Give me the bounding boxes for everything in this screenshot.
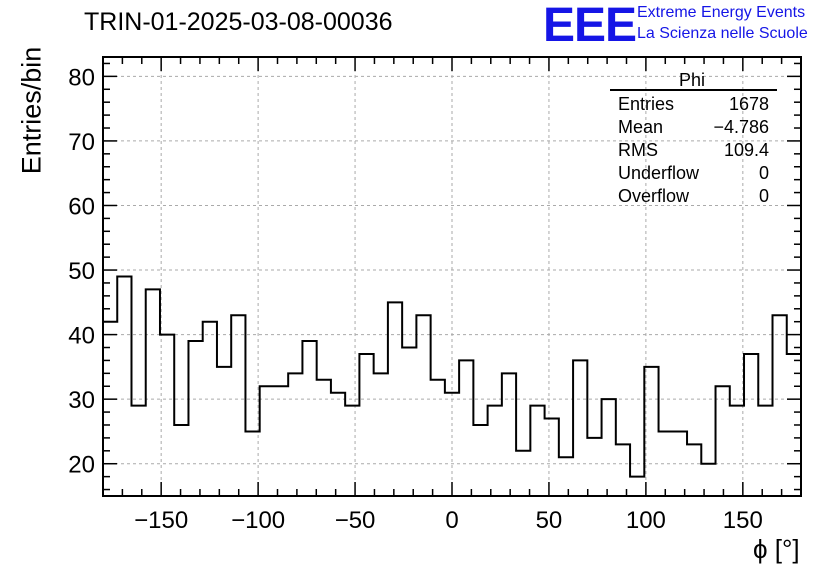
histogram-bin bbox=[231, 315, 245, 496]
x-tick-label: 150 bbox=[723, 507, 763, 534]
histogram-bin bbox=[787, 354, 801, 496]
histogram-steps bbox=[103, 275, 801, 478]
logo-line-1: Extreme Energy Events bbox=[637, 4, 806, 21]
chart-title: TRIN-01-2025-03-08-00036 bbox=[84, 8, 393, 36]
histogram-bin bbox=[602, 399, 616, 496]
histogram-bin bbox=[345, 406, 359, 496]
stats-box-name: Phi bbox=[679, 70, 706, 90]
histogram-bin bbox=[644, 367, 658, 496]
y-tick-label: 40 bbox=[68, 323, 95, 350]
y-tick-label: 30 bbox=[68, 387, 95, 414]
histogram-bin bbox=[131, 406, 145, 496]
stat-label-overflow: Overflow bbox=[618, 186, 690, 206]
stat-value-overflow: 0 bbox=[758, 186, 769, 206]
histogram-bin bbox=[117, 277, 131, 497]
y-tick-label: 50 bbox=[68, 258, 95, 285]
histogram-bin bbox=[473, 425, 487, 496]
histogram-bin bbox=[744, 354, 758, 496]
histogram-bin bbox=[146, 289, 160, 496]
histogram-bin bbox=[459, 360, 473, 496]
histogram-bin bbox=[188, 341, 202, 496]
histogram-bin bbox=[103, 322, 117, 496]
logo-line-2: La Scienza nelle Scuole bbox=[637, 25, 808, 42]
histogram-bin bbox=[545, 419, 559, 496]
x-tick-label: −50 bbox=[335, 507, 376, 534]
eee-logo: EEE bbox=[543, 0, 637, 52]
histogram-bin bbox=[359, 354, 373, 496]
histogram-bin bbox=[559, 457, 573, 496]
histogram-bin bbox=[630, 477, 644, 496]
histogram-bin bbox=[488, 406, 502, 496]
stat-value-rms: 109.4 bbox=[723, 140, 769, 160]
histogram-bin bbox=[701, 464, 715, 496]
histogram-bin bbox=[160, 335, 174, 496]
histogram-bin bbox=[587, 438, 601, 496]
histogram-bin bbox=[203, 322, 217, 496]
histogram-bin bbox=[174, 425, 188, 496]
stat-label-entries: Entries bbox=[618, 94, 675, 114]
histogram-bin bbox=[773, 315, 787, 496]
histogram-bin bbox=[659, 431, 673, 496]
histogram-bin bbox=[302, 341, 316, 496]
histogram-bin bbox=[716, 386, 730, 496]
histogram-bin bbox=[260, 386, 274, 496]
histogram-bin bbox=[288, 373, 302, 496]
stat-label-rms: RMS bbox=[618, 140, 658, 160]
histogram-bin bbox=[687, 444, 701, 496]
histogram-bin bbox=[730, 406, 744, 496]
histogram-bin bbox=[388, 302, 402, 496]
x-tick-label: 50 bbox=[536, 507, 563, 534]
stat-label-underflow: Underflow bbox=[618, 163, 700, 183]
x-tick-label: 100 bbox=[626, 507, 666, 534]
histogram-bin bbox=[331, 393, 345, 496]
x-axis-label: ϕ [°] bbox=[753, 534, 800, 564]
histogram-bin bbox=[758, 406, 772, 496]
y-tick-label: 60 bbox=[68, 193, 95, 220]
y-tick-label: 80 bbox=[68, 64, 95, 91]
x-tick-label: −150 bbox=[134, 507, 188, 534]
histogram-bin bbox=[245, 431, 259, 496]
histogram-bin bbox=[217, 367, 231, 496]
histogram-bin bbox=[317, 380, 331, 496]
stat-value-mean: −4.786 bbox=[713, 117, 769, 137]
x-tick-label: −100 bbox=[231, 507, 285, 534]
histogram-bin bbox=[573, 360, 587, 496]
histogram-bin bbox=[516, 451, 530, 496]
y-tick-label: 20 bbox=[68, 452, 95, 479]
stat-label-mean: Mean bbox=[618, 117, 664, 137]
histogram-bin bbox=[673, 431, 687, 496]
histogram-bin bbox=[374, 373, 388, 496]
histogram-bin bbox=[616, 444, 630, 496]
stat-value-underflow: 0 bbox=[758, 163, 769, 183]
stat-value-entries: 1678 bbox=[728, 94, 769, 114]
y-tick-label: 70 bbox=[68, 129, 95, 156]
histogram-bin bbox=[445, 393, 459, 496]
histogram-bin bbox=[530, 406, 544, 496]
x-tick-label: 0 bbox=[445, 507, 458, 534]
histogram-bin bbox=[431, 380, 445, 496]
histogram-bin bbox=[416, 315, 430, 496]
histogram-bin bbox=[502, 373, 516, 496]
histogram-bin bbox=[402, 348, 416, 496]
histogram-bin bbox=[274, 386, 288, 496]
y-axis-label: Entries/bin bbox=[16, 46, 47, 175]
